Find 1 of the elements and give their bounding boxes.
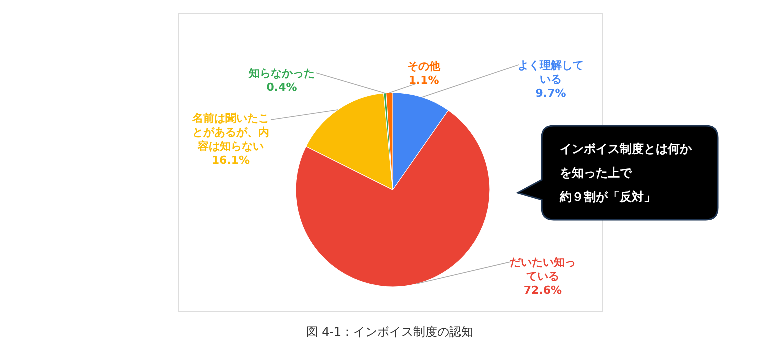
text: 図 4-1：インボイス制度の認知 (306, 325, 474, 339)
